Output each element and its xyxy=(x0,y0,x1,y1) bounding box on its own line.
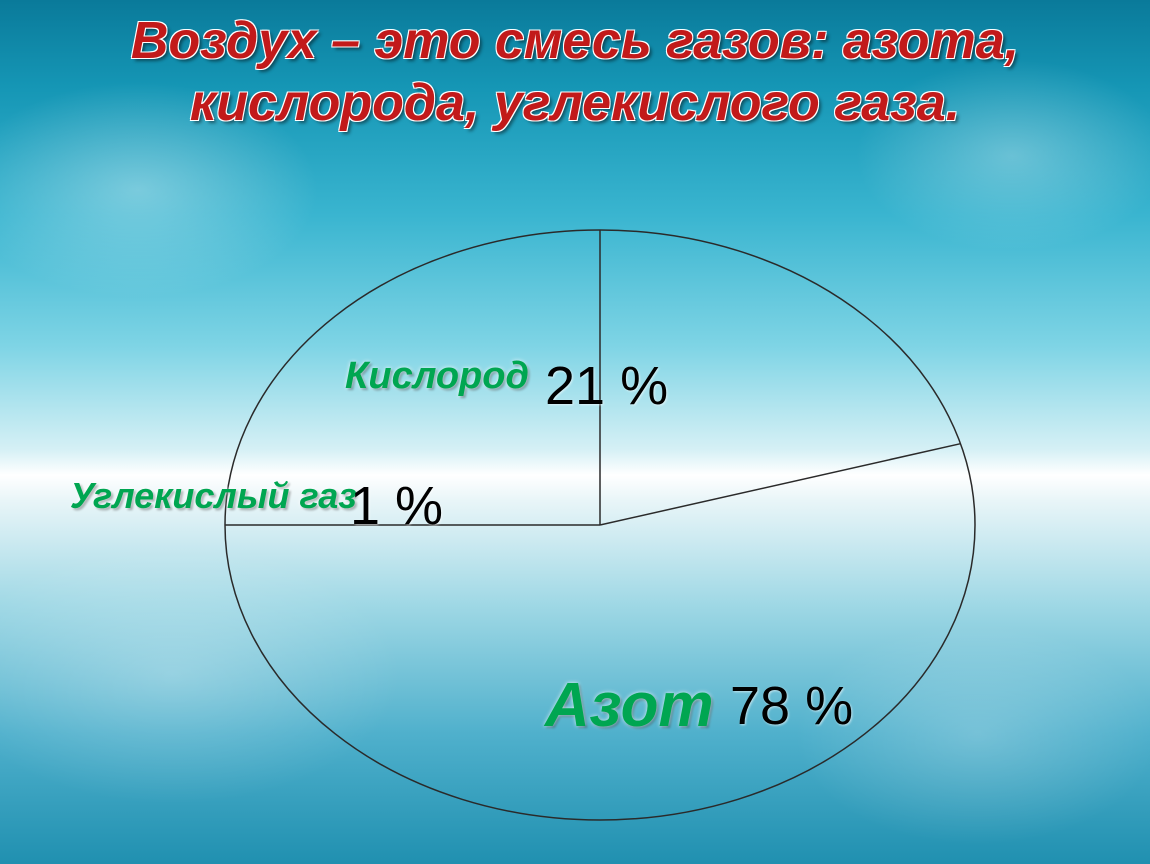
label-nitrogen: Азот xyxy=(545,670,714,741)
value-nitrogen: 78 % xyxy=(730,675,853,737)
label-co2: Углекислый газ xyxy=(70,475,357,517)
slide-title: Воздух – это смесь газов: азота, кислоро… xyxy=(50,10,1100,135)
pie-svg xyxy=(210,225,990,835)
value-oxygen: 21 % xyxy=(545,355,668,417)
value-co2: 1 % xyxy=(350,475,443,537)
air-composition-chart: Кислород 21 % Углекислый газ 1 % Азот 78… xyxy=(210,225,990,835)
label-oxygen: Кислород xyxy=(345,355,529,398)
